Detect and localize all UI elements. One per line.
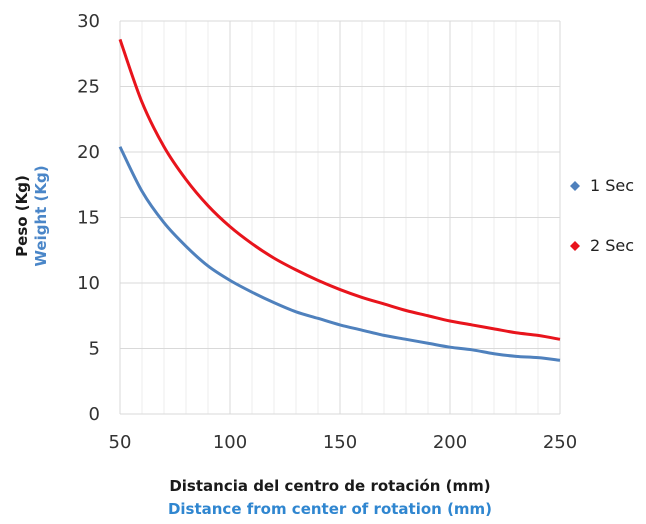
y-tick-label: 20	[77, 142, 100, 163]
x-tick-label: 150	[323, 432, 357, 453]
y-tick-label: 10	[77, 273, 100, 294]
y-tick-label: 15	[77, 208, 100, 229]
x-tick-label: 200	[433, 432, 467, 453]
x-axis-label-secondary: Distance from center of rotation (mm)	[168, 500, 492, 518]
x-tick-label: 50	[109, 432, 132, 453]
legend-marker-1-sec	[570, 181, 580, 191]
x-tick-label: 250	[543, 432, 577, 453]
y-tick-label: 25	[77, 77, 100, 98]
series-line-1-sec	[118, 146, 561, 362]
legend-marker-2-sec	[570, 241, 580, 251]
legend: 1 Sec 2 Sec	[570, 176, 634, 255]
grid	[119, 20, 561, 415]
series-line-2-sec	[118, 38, 561, 341]
y-tick-labels: 0 5 10 15 20 25 30	[77, 11, 100, 425]
y-tick-label: 0	[89, 404, 100, 425]
y-tick-label: 30	[77, 11, 100, 32]
y-axis-label-secondary: Weight (Kg)	[32, 165, 50, 266]
y-axis-label: Peso (Kg)	[13, 175, 31, 257]
y-tick-label: 5	[89, 339, 100, 360]
x-tick-labels: 50 100 150 200 250	[109, 432, 578, 453]
x-axis-label: Distancia del centro de rotación (mm)	[169, 477, 490, 495]
x-tick-label: 100	[213, 432, 247, 453]
legend-label-1-sec: 1 Sec	[590, 176, 634, 195]
series-lines	[118, 38, 561, 362]
legend-label-2-sec: 2 Sec	[590, 236, 634, 255]
